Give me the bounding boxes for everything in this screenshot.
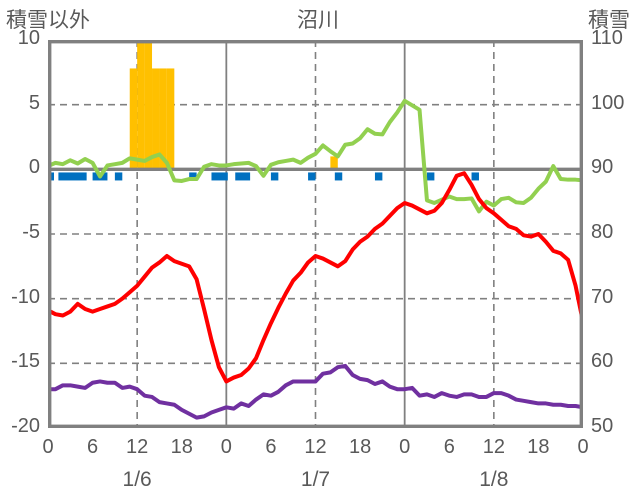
left-axis-title: 積雪以外 [6,9,90,32]
precipitation-bars [129,40,338,170]
left-tick-5: 5 [28,91,40,114]
left-tick--10: -10 [11,285,40,308]
x-tick-8: 0 [399,436,411,458]
right-tick-80: 80 [591,221,614,243]
day-label-1: 1/7 [300,468,331,491]
snow-depth-line [48,98,583,214]
x-tick-6: 12 [304,436,327,458]
plot-frame [48,40,583,428]
right-tick-50: 50 [591,415,614,437]
left-tick--5: -5 [22,221,40,243]
x-tick-4: 0 [220,436,232,458]
day-label-0: 1/6 [122,468,152,491]
right-tick-100: 100 [591,91,625,114]
left-tick-10: 10 [17,27,40,49]
x-tick-1: 6 [87,436,99,458]
plot-area [48,40,583,428]
x-tick-9: 6 [443,436,455,458]
x-tick-2: 12 [126,436,149,458]
day-label-2: 1/8 [479,468,509,491]
dewpoint-line [48,363,583,420]
x-tick-12: 0 [577,436,589,458]
x-tick-3: 18 [170,436,193,458]
x-tick-7: 18 [348,436,372,458]
right-tick-70: 70 [591,285,614,308]
left-tick--15: -15 [11,350,40,373]
chart-svg [48,40,583,428]
x-tick-10: 12 [482,436,505,458]
left-tick-0: 0 [28,156,40,179]
left-tick--20: -20 [11,415,40,437]
right-tick-60: 60 [591,350,614,373]
x-tick-0: 0 [42,436,54,458]
right-tick-90: 90 [591,156,614,179]
right-tick-110: 110 [591,27,623,49]
chart-title: 沼川 [297,9,339,32]
temperature-line [48,171,583,384]
x-tick-5: 6 [265,436,277,458]
x-tick-11: 18 [527,436,550,458]
right-axis-title: 積雪 [588,9,630,32]
gridlines [48,40,583,428]
